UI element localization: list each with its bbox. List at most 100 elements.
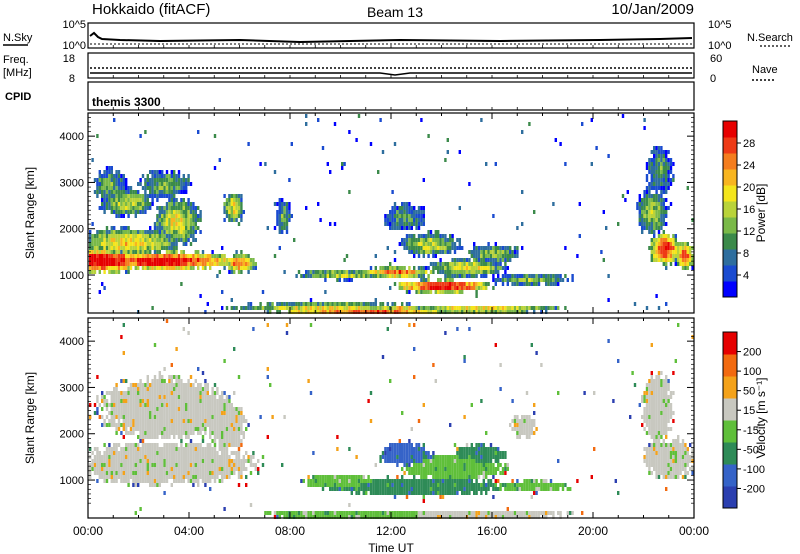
data-cell xyxy=(456,258,459,262)
data-cell xyxy=(163,379,166,383)
data-cell xyxy=(249,258,253,262)
data-cell xyxy=(453,455,457,459)
data-cell xyxy=(230,431,233,435)
data-cell xyxy=(211,403,214,407)
data-cell xyxy=(305,206,308,210)
data-cell xyxy=(461,491,464,495)
data-cell xyxy=(233,415,236,419)
data-cell xyxy=(125,202,128,206)
data-cell xyxy=(374,463,377,467)
data-cell xyxy=(348,278,351,282)
data-cell xyxy=(480,447,483,451)
data-cell xyxy=(381,310,385,314)
data-cell xyxy=(650,206,653,210)
data-cell xyxy=(213,451,217,455)
data-cell xyxy=(401,282,404,286)
data-cell xyxy=(607,154,610,158)
data-cell xyxy=(122,427,125,431)
data-cell xyxy=(182,186,185,190)
data-cell xyxy=(96,471,99,475)
data-cell xyxy=(144,443,147,447)
data-cell xyxy=(228,435,231,439)
data-cell xyxy=(655,294,658,298)
data-cell xyxy=(686,246,689,250)
data-cell xyxy=(686,262,689,266)
data-cell xyxy=(175,403,178,407)
data-cell xyxy=(410,483,413,487)
data-cell xyxy=(113,206,116,210)
data-cell xyxy=(141,431,145,435)
data-cell xyxy=(213,435,217,439)
data-cell xyxy=(141,471,145,475)
data-cell xyxy=(194,475,197,479)
data-cell xyxy=(149,455,152,459)
data-cell xyxy=(237,455,241,459)
data-cell xyxy=(189,214,193,218)
data-cell xyxy=(189,395,193,399)
data-cell xyxy=(684,266,687,270)
data-cell xyxy=(242,262,245,266)
data-cell xyxy=(115,198,118,202)
data-cell xyxy=(127,242,130,246)
data-cell xyxy=(641,206,644,210)
data-cell xyxy=(441,491,445,495)
data-cell xyxy=(187,455,190,459)
data-cell xyxy=(132,463,135,467)
data-cell xyxy=(151,403,154,407)
data-cell xyxy=(115,463,118,467)
data-cell xyxy=(329,310,332,314)
data-cell xyxy=(449,274,452,278)
data-cell xyxy=(101,459,104,463)
data-cell xyxy=(429,282,433,286)
data-cell xyxy=(213,403,217,407)
data-cell xyxy=(156,455,159,459)
data-cell xyxy=(441,511,445,515)
data-cell xyxy=(494,282,497,286)
data-cell xyxy=(321,274,325,278)
data-cell xyxy=(456,327,459,331)
data-cell xyxy=(129,190,133,194)
data-cell xyxy=(103,182,106,186)
data-cell xyxy=(170,383,173,387)
data-cell xyxy=(386,246,389,250)
data-cell xyxy=(230,210,233,214)
data-cell xyxy=(386,515,389,519)
data-cell xyxy=(108,451,111,455)
data-cell xyxy=(168,395,171,399)
data-cell xyxy=(309,515,313,519)
data-cell xyxy=(199,403,202,407)
data-cell xyxy=(485,463,488,467)
data-cell xyxy=(429,250,433,254)
data-cell xyxy=(122,411,125,415)
data-cell xyxy=(139,427,142,431)
data-cell xyxy=(655,242,658,246)
data-cell xyxy=(312,310,315,314)
data-cell xyxy=(307,511,310,515)
data-cell xyxy=(233,270,236,274)
data-cell xyxy=(665,198,668,202)
data-cell xyxy=(153,483,157,487)
data-cell xyxy=(149,479,152,483)
data-cell xyxy=(422,475,425,479)
data-cell xyxy=(384,515,387,519)
data-cell xyxy=(165,186,169,190)
data-cell xyxy=(422,463,425,467)
data-cell xyxy=(285,515,289,519)
data-cell xyxy=(144,395,147,399)
data-cell xyxy=(165,431,169,435)
data-cell xyxy=(189,218,193,222)
data-cell xyxy=(223,443,226,447)
data-cell xyxy=(204,403,207,407)
data-cell xyxy=(413,467,416,471)
data-cell xyxy=(163,475,166,479)
data-cell xyxy=(446,479,449,483)
data-cell xyxy=(451,246,454,250)
data-cell xyxy=(453,515,457,519)
data-cell xyxy=(149,463,152,467)
data-cell xyxy=(228,214,231,218)
data-cell xyxy=(410,491,413,495)
data-cell xyxy=(156,190,159,194)
data-cell xyxy=(283,222,286,226)
data-cell xyxy=(429,234,433,238)
data-cell xyxy=(201,451,205,455)
